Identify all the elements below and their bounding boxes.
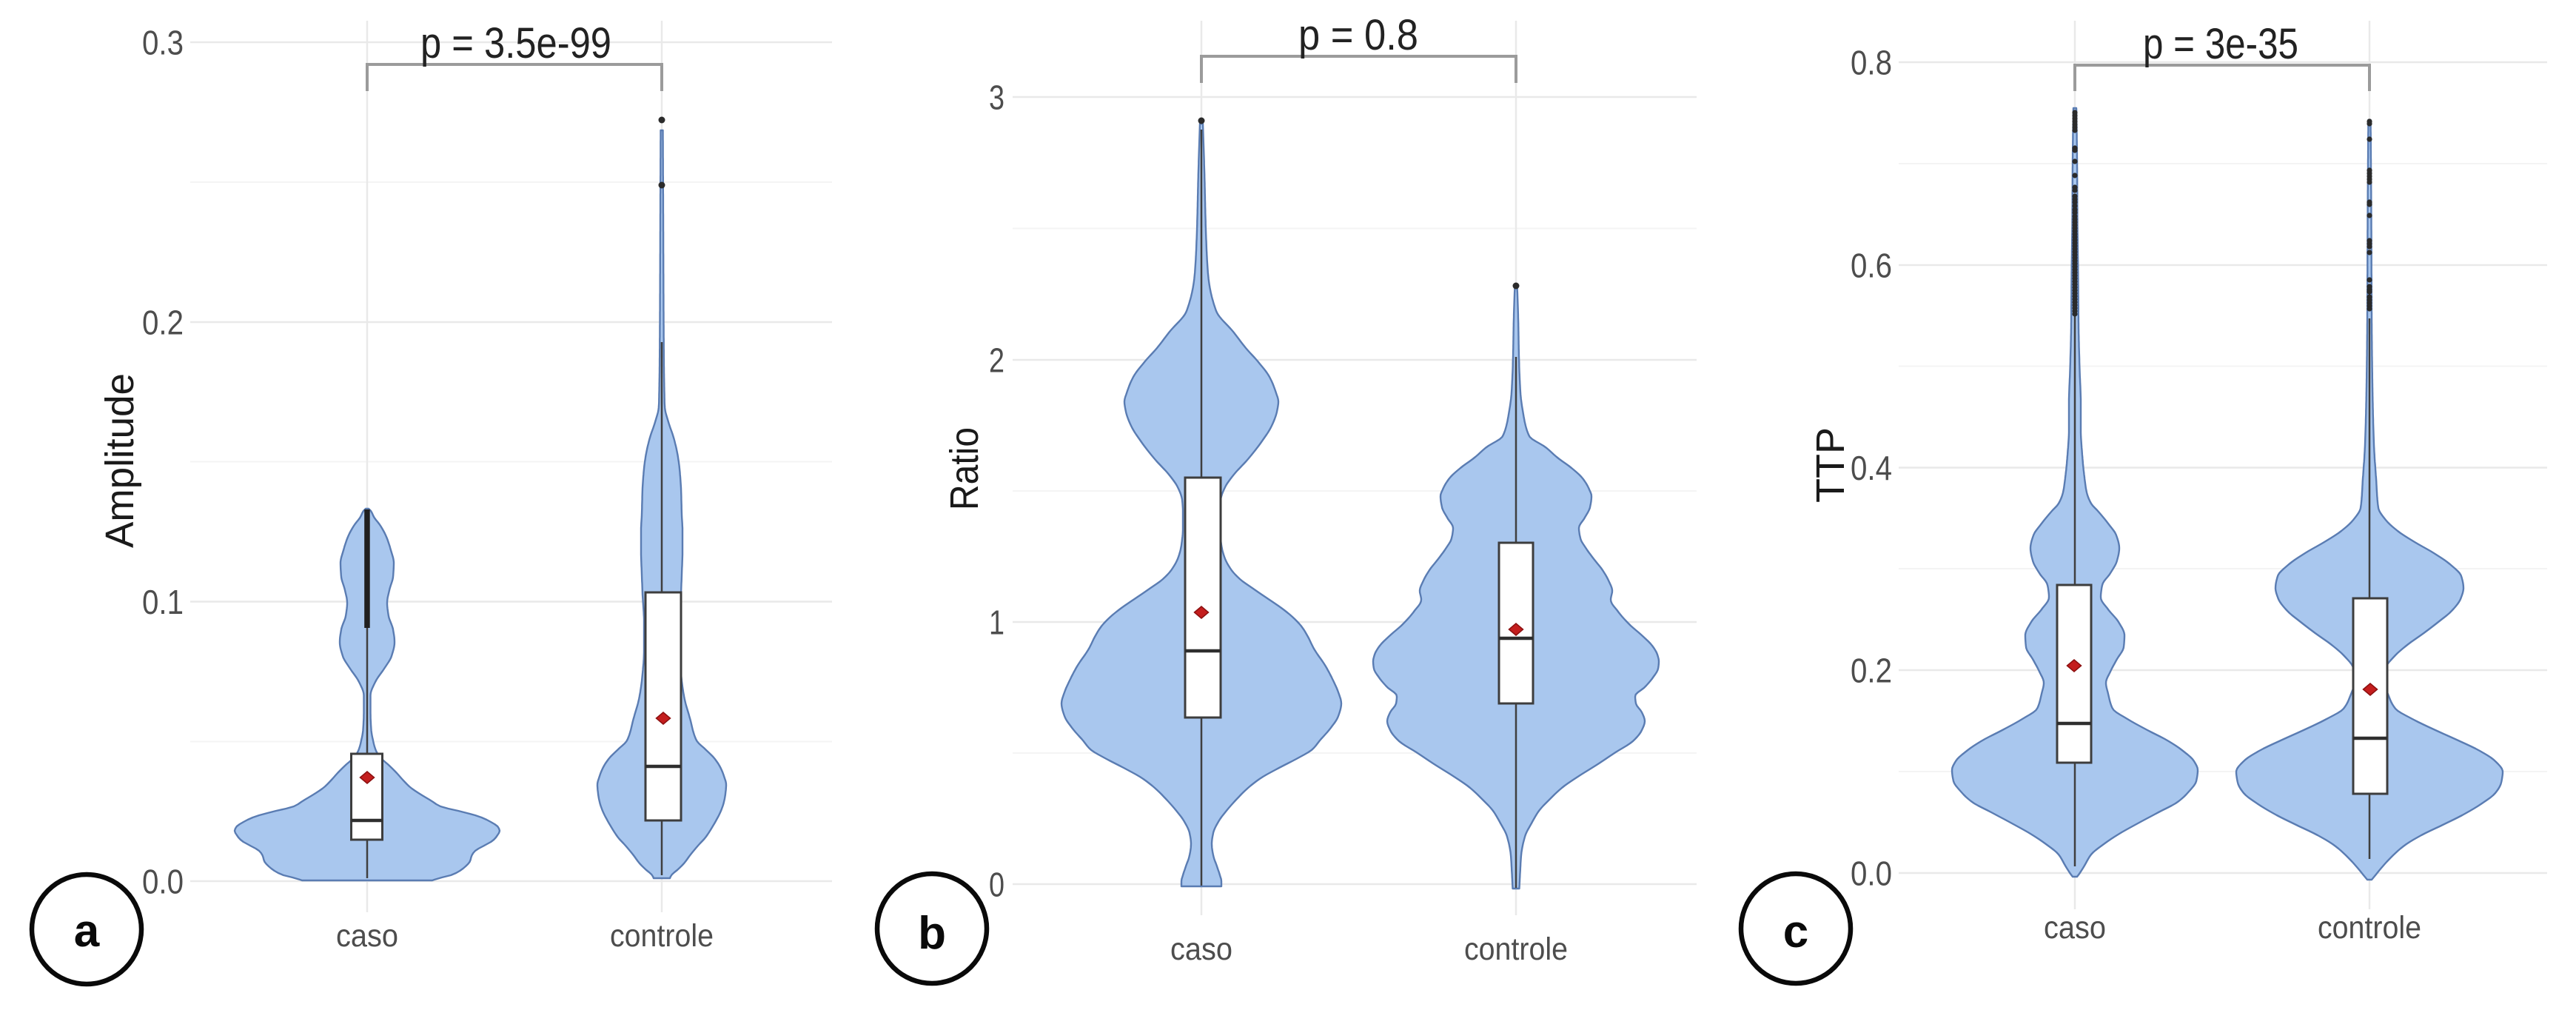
svg-text:b: b (918, 908, 946, 959)
svg-text:Amplitude: Amplitude (98, 373, 142, 548)
svg-text:2: 2 (989, 341, 1004, 380)
svg-text:0.6: 0.6 (1851, 247, 1892, 285)
svg-text:caso: caso (2044, 910, 2106, 946)
svg-text:0.4: 0.4 (1851, 449, 1892, 487)
svg-text:Ratio: Ratio (942, 427, 987, 510)
svg-text:1: 1 (989, 603, 1004, 642)
svg-text:0: 0 (989, 866, 1004, 904)
svg-text:0.0: 0.0 (1851, 855, 1892, 893)
svg-text:0.1: 0.1 (142, 583, 184, 621)
svg-text:c: c (1783, 906, 1808, 957)
svg-text:caso: caso (336, 918, 398, 954)
svg-text:controle: controle (610, 918, 714, 954)
svg-text:p = 3.5e-99: p = 3.5e-99 (420, 19, 611, 67)
svg-text:controle: controle (1464, 932, 1568, 967)
svg-text:caso: caso (1170, 932, 1232, 967)
svg-text:0.0: 0.0 (142, 863, 184, 901)
svg-text:controle: controle (2318, 910, 2421, 946)
svg-text:TTP: TTP (1808, 427, 1853, 503)
svg-text:0.2: 0.2 (142, 304, 184, 342)
svg-text:0.8: 0.8 (1851, 44, 1892, 82)
svg-text:3: 3 (989, 78, 1004, 117)
svg-text:p = 0.8: p = 0.8 (1298, 11, 1418, 59)
svg-text:0.2: 0.2 (1851, 652, 1892, 690)
svg-text:p = 3e-35: p = 3e-35 (2143, 20, 2298, 68)
svg-text:0.3: 0.3 (142, 24, 184, 62)
svg-text:a: a (74, 906, 100, 957)
